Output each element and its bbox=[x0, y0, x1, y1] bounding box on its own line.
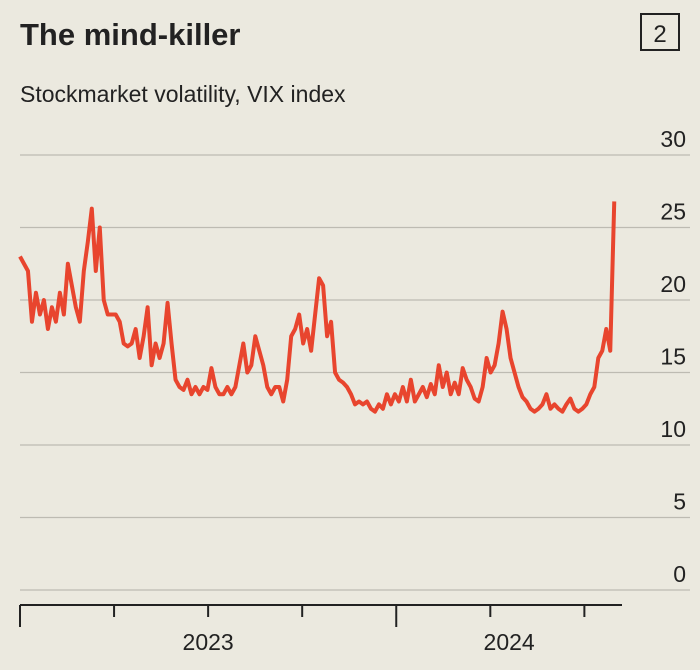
y-tick-label: 0 bbox=[673, 561, 686, 587]
chart-subtitle: Stockmarket volatility, VIX index bbox=[20, 81, 346, 107]
y-tick-label: 10 bbox=[660, 416, 686, 442]
chart-title: The mind-killer bbox=[20, 17, 240, 52]
x-tick-label: 2023 bbox=[183, 629, 234, 655]
y-tick-label: 5 bbox=[673, 489, 686, 515]
badge-box bbox=[640, 13, 680, 51]
y-tick-label: 30 bbox=[660, 126, 686, 152]
y-tick-label: 15 bbox=[660, 344, 686, 370]
line bbox=[18, 201, 617, 414]
badge: 2 bbox=[653, 21, 666, 48]
y-tick-label: 20 bbox=[660, 271, 686, 297]
y-tick-label: 25 bbox=[660, 199, 686, 225]
x-tick-label: 2024 bbox=[484, 629, 535, 655]
